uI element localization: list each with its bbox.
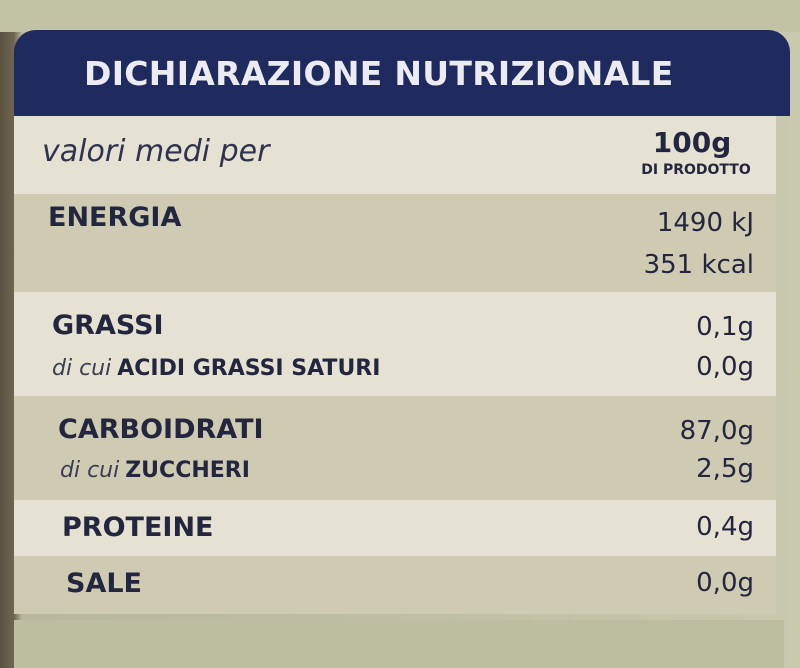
protein-value: 0,4g xyxy=(696,512,754,542)
energy-kcal: 351 kcal xyxy=(643,250,754,280)
sub-label: ZUCCHERI xyxy=(125,458,250,483)
fat-row: GRASSI 0,1g di cui ACIDI GRASSI SATURI 0,… xyxy=(14,292,776,396)
salt-value: 0,0g xyxy=(696,568,754,598)
protein-label: PROTEINE xyxy=(62,512,214,543)
energy-row: ENERGIA 1490 kJ 351 kcal xyxy=(14,194,776,292)
protein-row: PROTEINE 0,4g xyxy=(14,500,776,556)
carbs-label: CARBOIDRATI xyxy=(58,414,264,445)
sub-prefix: di cui xyxy=(52,356,112,381)
package-background xyxy=(0,0,800,32)
carbs-value: 87,0g xyxy=(679,416,754,446)
energy-label: ENERGIA xyxy=(48,202,182,233)
sugars-value: 2,5g xyxy=(696,454,754,484)
per-amount: 100g xyxy=(652,126,732,159)
saturated-fat-value: 0,0g xyxy=(696,352,754,382)
sub-prefix: di cui xyxy=(60,458,120,483)
nutrition-label: DICHIARAZIONE NUTRIZIONALE valori medi p… xyxy=(14,30,790,620)
salt-row: SALE 0,0g xyxy=(14,556,776,614)
sub-label: ACIDI GRASSI SATURI xyxy=(117,356,381,381)
label-header: DICHIARAZIONE NUTRIZIONALE xyxy=(14,30,790,116)
fat-label: GRASSI xyxy=(52,310,164,341)
per-amount-note: DI PRODOTTO xyxy=(641,162,751,178)
fat-value: 0,1g xyxy=(696,312,754,342)
label-title: DICHIARAZIONE NUTRIZIONALE xyxy=(84,54,674,93)
energy-kj: 1490 kJ xyxy=(656,208,754,238)
per-label: valori medi per xyxy=(42,134,270,169)
per-row: valori medi per 100g DI PRODOTTO xyxy=(14,116,776,194)
salt-label: SALE xyxy=(66,568,142,599)
saturated-fat-label: di cui ACIDI GRASSI SATURI xyxy=(52,356,380,381)
carbs-row: CARBOIDRATI 87,0g di cui ZUCCHERI 2,5g xyxy=(14,396,776,500)
package-bottom xyxy=(14,620,784,668)
sugars-label: di cui ZUCCHERI xyxy=(60,458,250,483)
